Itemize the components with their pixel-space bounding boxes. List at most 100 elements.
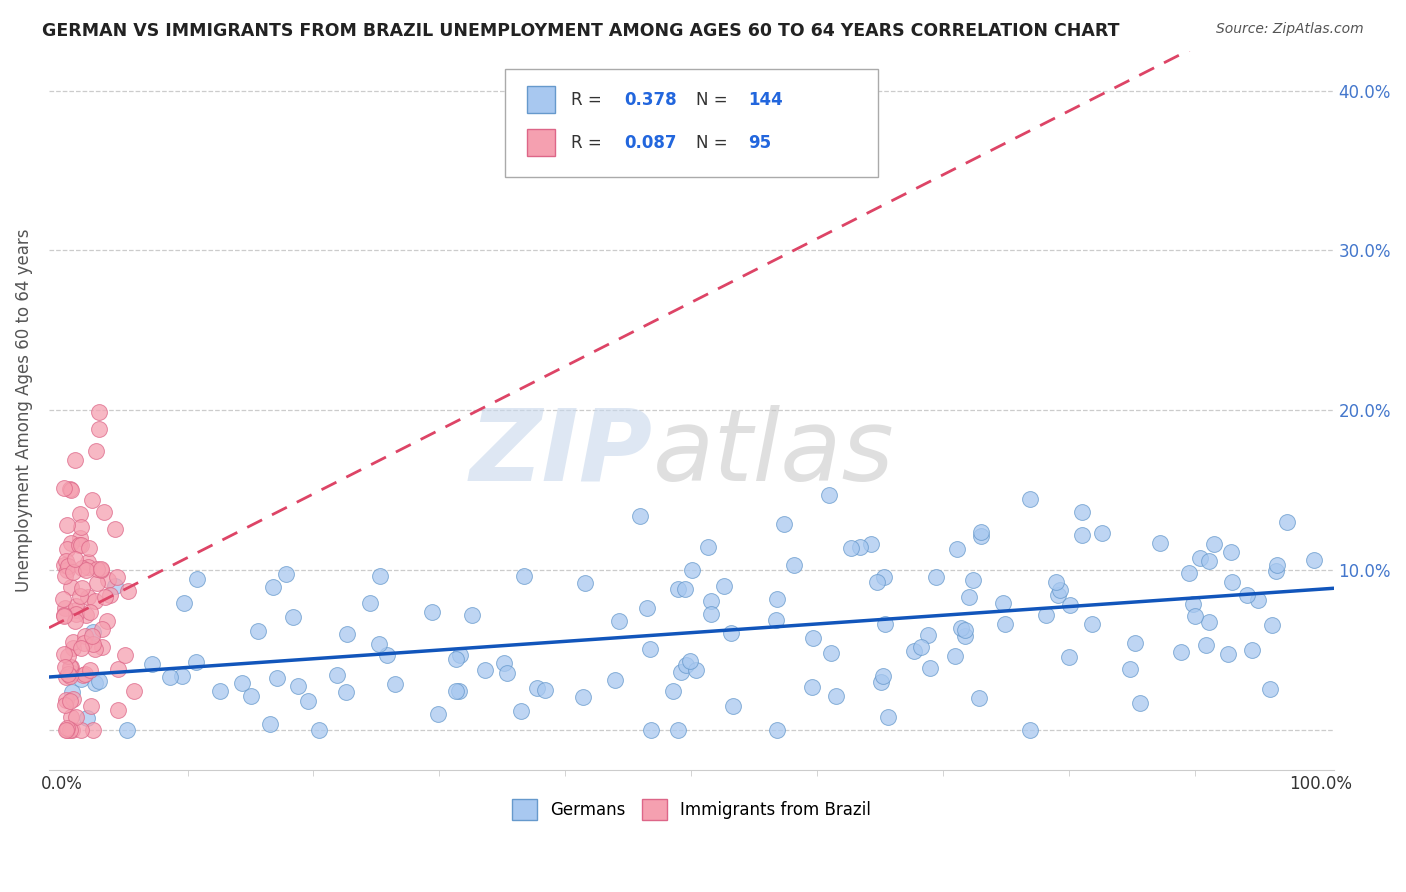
Point [56, 558, 79, 573]
Point [903, 644, 925, 658]
Point [959, 590, 981, 604]
Point [79, 606, 101, 620]
Point [574, 576, 596, 591]
Point [62, 691, 84, 706]
Point [173, 596, 195, 610]
Point [1119, 662, 1142, 676]
Point [59, 659, 82, 673]
Point [720, 625, 742, 640]
Point [1198, 554, 1220, 568]
Point [247, 624, 270, 638]
Text: GERMAN VS IMMIGRANTS FROM BRAZIL UNEMPLOYMENT AMONG AGES 60 TO 64 YEARS CORRELAT: GERMAN VS IMMIGRANTS FROM BRAZIL UNEMPLO… [42, 22, 1119, 40]
Point [89, 422, 111, 436]
Point [59, 694, 82, 708]
Point [534, 683, 557, 698]
Point [820, 646, 842, 660]
Text: 0.378: 0.378 [624, 91, 678, 109]
Point [605, 673, 627, 688]
Point [77, 560, 100, 574]
Text: R =: R = [571, 91, 606, 109]
Text: ZIP: ZIP [470, 405, 652, 502]
Point [870, 675, 893, 690]
Point [496, 666, 519, 681]
Point [1241, 643, 1264, 657]
Point [297, 694, 319, 708]
Point [55, 670, 77, 684]
Point [80, 699, 103, 714]
Point [84, 641, 107, 656]
Point [1261, 618, 1284, 632]
Point [77, 590, 100, 604]
Text: N =: N = [696, 134, 734, 152]
Point [274, 567, 297, 582]
Point [98, 588, 121, 602]
Point [308, 723, 330, 737]
Point [107, 703, 129, 717]
Point [104, 579, 127, 593]
Point [53, 558, 76, 573]
Point [82, 624, 104, 639]
Point [60, 723, 83, 737]
Point [1277, 516, 1299, 530]
Point [69, 673, 91, 687]
Point [662, 684, 685, 698]
Point [55, 723, 77, 737]
Point [1018, 491, 1040, 506]
Point [56, 723, 79, 737]
Point [640, 723, 662, 737]
Point [82, 723, 104, 737]
Point [239, 689, 262, 703]
Point [69, 508, 91, 522]
Point [1218, 647, 1240, 661]
Point [925, 570, 948, 584]
Point [993, 596, 1015, 610]
Point [765, 723, 787, 737]
Point [721, 698, 744, 713]
Point [184, 655, 207, 669]
Point [65, 710, 87, 724]
Point [172, 669, 194, 683]
Point [994, 617, 1017, 632]
Point [447, 684, 470, 698]
Point [1195, 638, 1218, 652]
Point [262, 580, 284, 594]
Point [1236, 588, 1258, 602]
Point [950, 621, 973, 635]
Point [1222, 574, 1244, 589]
Point [1302, 553, 1324, 567]
Point [65, 607, 87, 621]
Point [90, 561, 112, 575]
Point [673, 582, 696, 596]
Point [713, 579, 735, 593]
Point [336, 627, 359, 641]
Point [56, 518, 79, 533]
Point [55, 693, 77, 707]
Point [628, 508, 651, 523]
Point [700, 607, 723, 622]
Point [1018, 723, 1040, 737]
Point [62, 565, 84, 579]
Point [59, 536, 82, 550]
Point [967, 691, 990, 706]
Point [943, 648, 966, 663]
Point [70, 538, 93, 552]
Point [1258, 682, 1281, 697]
Point [1057, 649, 1080, 664]
Point [84, 676, 107, 690]
Point [56, 648, 79, 663]
Point [117, 583, 139, 598]
Point [65, 603, 87, 617]
Point [449, 648, 471, 662]
Point [326, 668, 349, 682]
Point [766, 591, 789, 606]
Point [1123, 635, 1146, 649]
Point [783, 558, 806, 572]
Point [122, 684, 145, 698]
Point [159, 670, 181, 684]
Point [75, 563, 97, 577]
Point [90, 622, 112, 636]
Point [1070, 505, 1092, 519]
Y-axis label: Unemployment Among Ages 60 to 64 years: Unemployment Among Ages 60 to 64 years [15, 228, 32, 592]
Point [141, 657, 163, 671]
Point [60, 580, 83, 594]
